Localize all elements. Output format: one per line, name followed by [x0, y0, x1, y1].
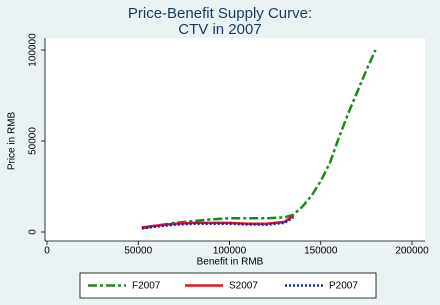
legend-label: F2007 [132, 281, 161, 292]
chart-title: Price-Benefit Supply Curve: [128, 5, 312, 22]
y-tick-label: 100000 [28, 33, 39, 67]
x-tick-label: 50000 [124, 246, 152, 257]
x-tick-label: 0 [44, 246, 50, 257]
x-axis-label: Benefit in RMB [197, 257, 264, 268]
y-axis-label: Price in RMB [7, 112, 18, 171]
series-line [141, 49, 377, 230]
x-tick-label: 200000 [395, 246, 429, 257]
series-line [141, 216, 295, 230]
x-tick-label: 150000 [304, 246, 338, 257]
chart-subtitle: CTV in 2007 [178, 21, 261, 38]
legend [79, 272, 377, 299]
y-tick-label: 0 [28, 229, 39, 235]
plot-area [45, 38, 425, 241]
y-tick-label: 50000 [28, 127, 39, 155]
legend-label: S2007 [229, 281, 258, 292]
x-tick-label: 100000 [213, 246, 247, 257]
legend-label: P2007 [329, 281, 358, 292]
